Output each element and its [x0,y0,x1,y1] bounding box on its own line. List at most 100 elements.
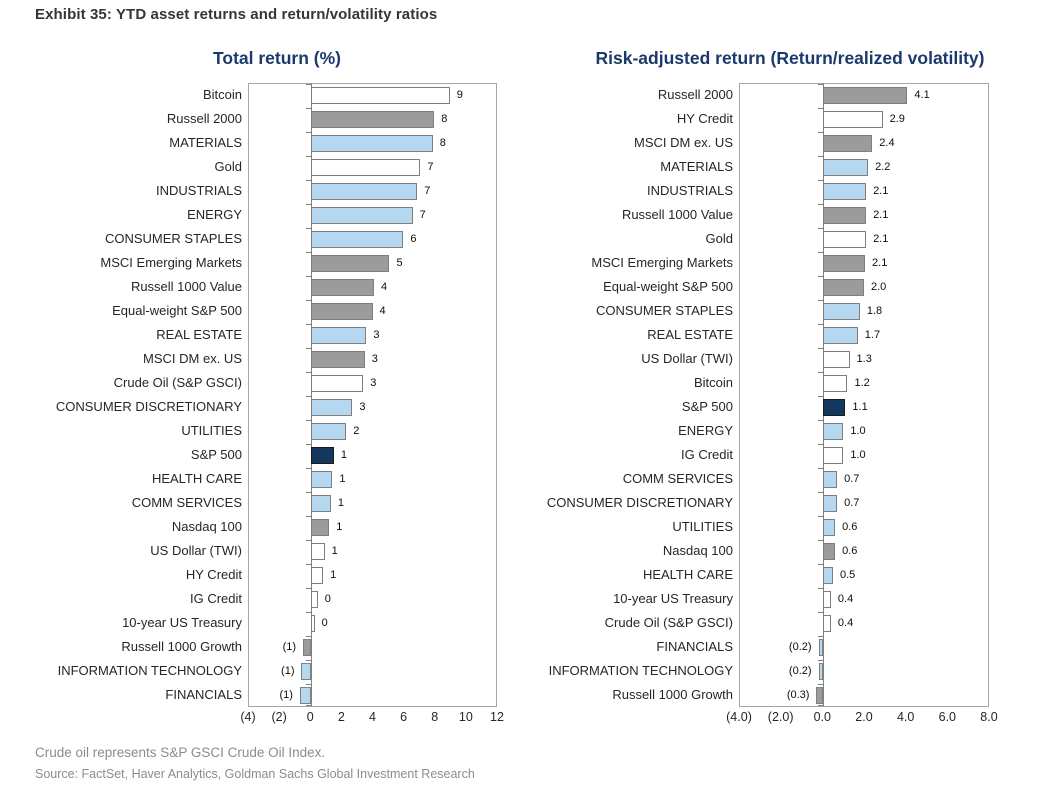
bar [310,134,433,152]
category-tick [817,132,823,133]
bar [310,590,318,608]
bar [310,470,333,488]
category-tick [817,180,823,181]
category-label: CONSUMER STAPLES [104,231,242,246]
category-label: Gold [214,159,242,174]
category-label: S&P 500 [681,399,733,414]
bar [303,638,311,656]
bar [310,86,450,104]
category-label: COMM SERVICES [131,495,242,510]
bar [822,254,866,272]
category-label: Russell 1000 Value [621,207,733,222]
bar [310,518,330,536]
value-label: 8 [439,137,446,149]
category-label: Russell 1000 Value [130,279,242,294]
risk-adjusted-return-chart: Risk-adjusted return (Return/realized vo… [539,46,998,728]
category-tick [817,300,823,301]
bar [822,302,860,320]
category-tick [817,684,823,685]
axis-tick-label: (2.0) [767,710,794,724]
value-label: 0 [324,593,331,605]
bar [822,542,836,560]
category-label: Nasdaq 100 [662,543,733,558]
category-tick [817,156,823,157]
bar [822,110,883,128]
chart-body: Bitcoin Russell 2000 MATERIALS Gold INDUSTRI… [35,83,497,707]
category-label: ENERGY [187,207,242,222]
bar [822,230,867,248]
axis-tick-label: (4) [240,710,256,724]
value-label: 2 [353,425,360,437]
category-tick [817,84,823,85]
bar [310,542,325,560]
category-tick [305,180,311,181]
category-label: Nasdaq 100 [171,519,242,534]
value-label: 2.1 [873,233,889,245]
category-labels: Russell 2000 HY Credit MSCI DM ex. US MATER… [539,83,739,707]
category-tick [817,636,823,637]
value-label: 1.8 [866,305,883,317]
axis-tick-label: (4.0) [726,710,752,724]
value-label: (1) [279,689,293,701]
category-label: Russell 1000 Growth [121,639,242,654]
axis-tick-label: 10 [458,710,473,724]
bar [822,566,833,584]
category-tick [305,228,311,229]
value-label: 1 [330,569,337,581]
category-label: FINANCIALS [165,687,242,702]
category-label: Russell 2000 [657,87,733,102]
value-label: 0.7 [844,497,860,509]
category-label: HEALTH CARE [642,567,733,582]
chart-title-total-return: Total return (%) [212,48,341,68]
category-label: US Dollar (TWI) [641,351,733,366]
category-tick [817,204,823,205]
value-label: 1 [339,473,346,485]
category-label: UTILITIES [672,519,733,534]
category-label: MSCI Emerging Markets [591,255,733,270]
category-tick [817,348,823,349]
value-label: 1.7 [864,329,881,341]
axis-tick-label: 2.0 [855,710,873,724]
category-label: Gold [705,231,733,246]
category-label: HY Credit [185,567,242,582]
bar [822,518,836,536]
bar [822,86,908,104]
value-label: 6 [410,233,417,245]
value-label: 5 [396,257,403,269]
category-label: REAL ESTATE [647,327,733,342]
category-label: S&P 500 [190,447,242,462]
category-label: HEALTH CARE [151,471,242,486]
value-label: 2.9 [889,113,905,125]
category-tick [817,705,823,706]
bar [822,614,831,632]
category-labels: Bitcoin Russell 2000 MATERIALS Gold INDUSTRI… [35,83,248,707]
value-label: (1) [282,641,297,653]
bar [310,254,390,272]
value-label: 1 [340,449,348,461]
x-axis: (4.0) (2.0) 0.0 2.0 4.0 6.0 8.0 [726,710,998,728]
axis-tick-label: 6.0 [938,710,957,724]
axis-tick-label: 0 [306,710,314,724]
value-label: (0.2) [788,641,812,653]
category-tick [305,108,311,109]
category-label: MSCI Emerging Markets [100,255,242,270]
category-tick [305,348,311,349]
category-tick [305,324,311,325]
footnote: Crude oil represents S&P GSCI Crude Oil … [35,745,326,760]
value-label: 0.6 [842,521,858,533]
category-label: INDUSTRIALS [647,183,733,198]
category-label: Crude Oil (S&P GSCI) [113,375,242,390]
category-tick [305,204,311,205]
bar [816,686,823,704]
bar [822,182,867,200]
bar [310,350,365,368]
category-label: US Dollar (TWI) [150,543,242,558]
bar [822,206,867,224]
bar [822,158,869,176]
chart-title-risk-adjusted: Risk-adjusted return (Return/realized vo… [595,48,985,68]
category-tick [305,252,311,253]
category-label: Equal-weight S&P 500 [603,279,733,294]
category-tick [817,588,823,589]
value-label: 3 [370,377,377,389]
